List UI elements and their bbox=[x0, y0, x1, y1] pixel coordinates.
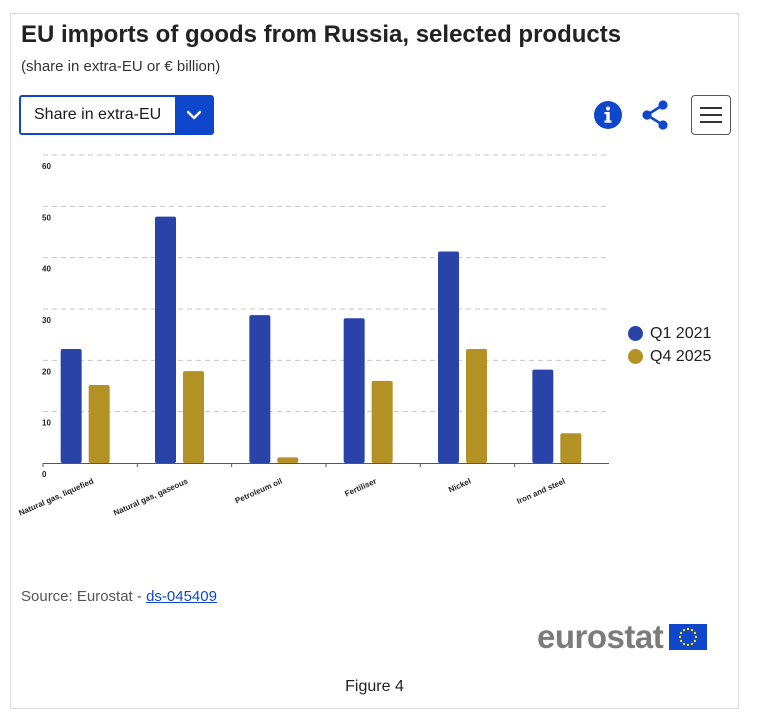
y-tick-label: 10 bbox=[42, 419, 51, 428]
flag-star bbox=[695, 635, 698, 639]
chart-legend: Q1 2021 Q4 2025 bbox=[628, 322, 711, 368]
x-tick-label: Petroleum oil bbox=[234, 477, 284, 506]
info-icon bbox=[594, 101, 622, 129]
flag-star bbox=[693, 631, 697, 635]
hamburger-menu-icon bbox=[700, 107, 722, 109]
chart-subtitle: (share in extra-EU or € billion) bbox=[21, 58, 221, 75]
x-tick-label: Fertiliser bbox=[343, 477, 378, 499]
source-prefix: Source: Eurostat - bbox=[21, 588, 147, 605]
bar-q1-2021 bbox=[532, 369, 554, 463]
flag-star bbox=[683, 628, 686, 632]
bar-q4-2025 bbox=[560, 433, 582, 463]
bar-q4-2025 bbox=[466, 349, 487, 463]
hamburger-menu-icon bbox=[700, 114, 722, 116]
y-tick-label: 0 bbox=[42, 470, 47, 479]
bar-q1-2021 bbox=[343, 318, 365, 463]
x-tick-label: Natural gas, liquefied bbox=[17, 477, 95, 518]
share-button[interactable] bbox=[639, 99, 671, 131]
bar-q1-2021 bbox=[438, 251, 459, 463]
legend-label: Q1 2021 bbox=[650, 324, 712, 342]
flag-star bbox=[683, 642, 686, 646]
y-tick-label: 20 bbox=[42, 367, 51, 376]
flag-star bbox=[687, 643, 690, 647]
y-tick-label: 50 bbox=[42, 213, 51, 222]
eu-flag-icon bbox=[669, 624, 708, 650]
flag-star bbox=[693, 639, 697, 643]
source-dataset-link[interactable]: ds-045409 bbox=[146, 588, 217, 605]
measure-dropdown-value: Share in extra-EU bbox=[34, 106, 162, 123]
legend-item-q1-2021[interactable]: Q1 2021 bbox=[628, 322, 711, 345]
x-tick-label: Natural gas, gaseous bbox=[112, 476, 190, 517]
flag-star bbox=[691, 642, 694, 646]
figure-label: Figure 4 bbox=[345, 678, 404, 695]
y-tick-label: 30 bbox=[42, 316, 51, 325]
chart-menu-button[interactable] bbox=[691, 95, 731, 135]
chart-title: EU imports of goods from Russia, selecte… bbox=[21, 21, 622, 48]
flag-star bbox=[687, 627, 690, 631]
measure-dropdown[interactable]: Share in extra-EU bbox=[19, 95, 214, 135]
x-tick-label: Iron and steel bbox=[515, 477, 566, 506]
y-tick-label: 60 bbox=[42, 162, 51, 171]
source-note: Source: Eurostat - ds-045409 bbox=[21, 588, 217, 605]
legend-item-q4-2025[interactable]: Q4 2025 bbox=[628, 345, 711, 368]
y-tick-label: 40 bbox=[42, 265, 51, 274]
chevron-down-icon bbox=[186, 110, 201, 120]
bar-q4-2025 bbox=[183, 371, 204, 463]
eurostat-logo-text: eurostat bbox=[537, 618, 664, 655]
bar-q4-2025 bbox=[88, 384, 110, 463]
share-icon bbox=[642, 100, 668, 130]
legend-swatch bbox=[628, 326, 643, 341]
info-button[interactable] bbox=[593, 100, 623, 130]
flag-star bbox=[680, 631, 683, 635]
dropdown-toggle-button[interactable] bbox=[175, 97, 212, 133]
legend-swatch bbox=[628, 349, 643, 364]
bar-q1-2021 bbox=[249, 315, 271, 463]
bar-q4-2025 bbox=[371, 380, 393, 463]
bar-q4-2025 bbox=[277, 457, 299, 463]
legend-label: Q4 2025 bbox=[650, 347, 712, 365]
bar-q1-2021 bbox=[155, 216, 176, 463]
flag-star bbox=[679, 635, 682, 639]
flag-star bbox=[691, 628, 694, 632]
bar-q1-2021 bbox=[60, 349, 82, 463]
chart-frame bbox=[10, 13, 739, 709]
hamburger-menu-icon bbox=[700, 121, 722, 123]
flag-star bbox=[680, 639, 683, 643]
x-tick-label: Nickel bbox=[447, 477, 472, 495]
eurostat-logo: eurostat bbox=[537, 618, 708, 656]
